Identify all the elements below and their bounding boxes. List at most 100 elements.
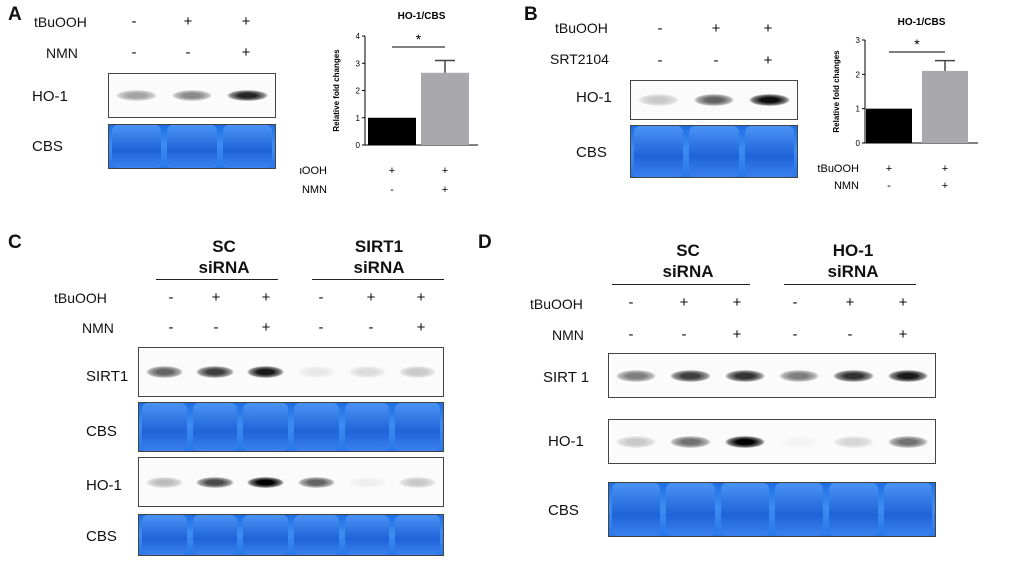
y-axis-label: Relative fold changes	[332, 49, 341, 132]
chart-title: HO-1/CBS	[898, 17, 946, 28]
gel-lane	[344, 515, 390, 555]
x-row-sign: +	[442, 165, 448, 177]
blot-band	[145, 476, 184, 488]
blot-band	[887, 435, 928, 448]
panel-d-sign: -	[681, 326, 687, 343]
gel-lane	[294, 515, 339, 555]
gel-lane	[395, 515, 440, 555]
blot-band	[196, 366, 234, 378]
blot-band	[145, 366, 184, 378]
blot-band	[297, 476, 336, 488]
y-tick-label: 1	[356, 114, 361, 123]
blot-band	[398, 476, 437, 488]
gel-lane	[222, 125, 272, 168]
x-row-sign: -	[390, 184, 394, 196]
blot-band	[297, 366, 336, 378]
panel-b-label: B	[524, 4, 538, 25]
gel-lane	[744, 126, 794, 177]
panel-c-ho1-blot	[138, 457, 444, 507]
panel-b-sign: -	[657, 20, 663, 37]
panel-a-sign: +	[241, 13, 251, 30]
panel-a-row-nmn-label: NMN	[46, 45, 78, 61]
gel-lane	[689, 126, 739, 177]
panel-b-row-tbuooh-label: tBuOOH	[555, 20, 608, 36]
blot-band	[693, 94, 735, 106]
panel-b-sign: -	[713, 52, 719, 69]
x-row-sign: +	[886, 163, 892, 175]
blot-band	[779, 435, 820, 448]
panel-d-sign: +	[732, 294, 742, 311]
blot-band	[226, 90, 268, 101]
panel-b-bar-chart: HO-1/CBS Relative fold changes 0 1 2 3 * tBuOOH…	[817, 17, 978, 192]
panel-d-sign: -	[847, 326, 853, 343]
x-row-sign: +	[942, 163, 948, 175]
panel-d-sign: -	[792, 294, 798, 311]
panel-c-group-sirt1-sirna: SIRT1 siRNA	[353, 237, 405, 277]
significance-marker: *	[416, 31, 422, 47]
blot-band	[670, 435, 711, 448]
panel-c-sign: +	[366, 289, 376, 306]
blot-band	[348, 476, 386, 488]
panel-c-cbs-label-2: CBS	[86, 528, 117, 545]
panel-a-ho1-label: HO-1	[32, 88, 68, 105]
panel-c-sign: +	[261, 289, 271, 306]
blot-band	[246, 366, 285, 378]
panel-c-sign: +	[211, 289, 221, 306]
panel-d-row-nmn-label: NMN	[552, 327, 584, 343]
panel-d-label: D	[478, 232, 492, 253]
panel-c-sign: -	[318, 319, 324, 336]
blot-band	[887, 369, 928, 382]
blot-band	[196, 476, 234, 488]
panel-c-row-tbuooh-label: tBuOOH	[54, 290, 107, 306]
panel-b-sign: +	[763, 20, 773, 37]
gel-lane	[720, 483, 769, 536]
panel-d-group-line	[612, 284, 750, 285]
panel-a-sign: +	[241, 44, 251, 61]
panel-c-group-line	[312, 279, 444, 280]
panel-d-sirt1-blot	[608, 353, 936, 398]
gel-lane	[167, 125, 217, 168]
bar	[866, 108, 912, 143]
x-row-label: tBuOOH	[817, 163, 859, 175]
blot-band	[833, 435, 874, 448]
panel-c-sign: -	[368, 319, 374, 336]
y-tick-label: 4	[356, 32, 361, 41]
x-row-sign: +	[442, 184, 448, 196]
blot-band	[638, 94, 680, 106]
blot-band	[833, 369, 874, 382]
gel-lane	[666, 483, 715, 536]
panel-c-group-line	[156, 279, 278, 280]
gel-lane	[612, 483, 661, 536]
panel-b-sign: +	[763, 52, 773, 69]
gel-lane	[634, 126, 684, 177]
panel-c-sign: +	[416, 289, 426, 306]
panel-d-ho1-label: HO-1	[548, 433, 584, 450]
y-tick-label: 3	[856, 36, 861, 45]
y-tick-label: 3	[356, 59, 361, 68]
panel-c-sign: -	[318, 289, 324, 306]
panel-c-sirt1-blot	[138, 347, 444, 397]
panel-c-cbs-gel-2	[138, 514, 444, 556]
panel-a-cbs-label: CBS	[32, 138, 63, 155]
panel-d-group-line	[784, 284, 916, 285]
y-tick-label: 2	[356, 87, 361, 96]
panel-d-sign: +	[898, 326, 908, 343]
panel-b-sign: -	[657, 52, 663, 69]
gel-lane	[395, 403, 440, 451]
panel-a-ho1-blot	[108, 73, 276, 118]
panel-c-sign: -	[168, 319, 174, 336]
blot-band	[116, 90, 158, 101]
blot-band	[670, 369, 711, 382]
panel-a-bar-chart: HO-1/CBS Relative fold changes 0 1 2 3 4 * tBuOO…	[300, 11, 478, 196]
y-axis-label: Relative fold changes	[832, 50, 841, 133]
panel-b-row-srt2104-label: SRT2104	[550, 51, 609, 67]
y-tick-label: 0	[856, 139, 861, 148]
panel-d-sign: -	[792, 326, 798, 343]
gel-lane	[294, 403, 339, 451]
gel-lane	[192, 515, 238, 555]
panel-c-label: C	[8, 232, 22, 253]
panel-b-sign: +	[711, 20, 721, 37]
blot-band	[616, 369, 657, 382]
panel-d-sirt1-label: SIRT 1	[543, 369, 590, 386]
panel-c-group-sc-sirna: SC siRNA	[198, 237, 250, 277]
